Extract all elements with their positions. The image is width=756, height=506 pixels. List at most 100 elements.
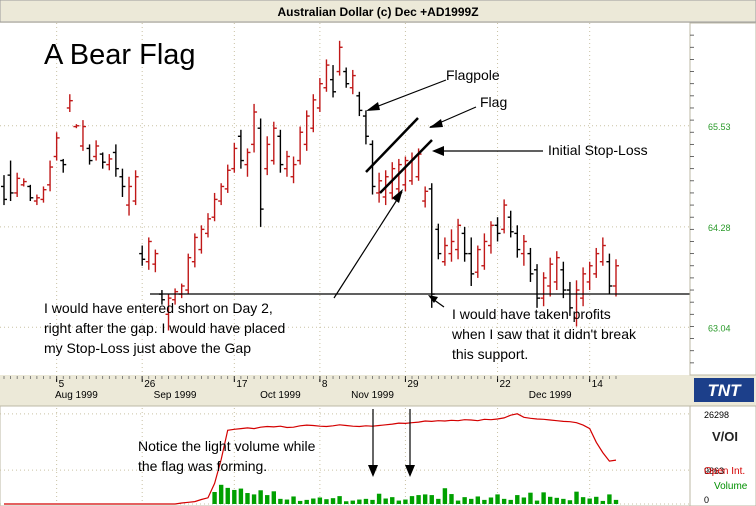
ohlc-bar [47, 160, 54, 192]
entry-note-line-1: I would have entered short on Day 2, [44, 300, 273, 316]
entry-arrow [333, 191, 403, 299]
volume-bar [594, 496, 599, 504]
volume-bar [212, 492, 217, 504]
volume-bar [416, 495, 421, 504]
ohlc-bar [152, 249, 159, 273]
flag-label: Flag [480, 94, 507, 110]
ohlc-bar [593, 247, 600, 278]
ohlc-bar [507, 210, 514, 238]
price-axis-labels: 65.53 64.28 63.04 [690, 34, 731, 364]
volume-note-line-2: the flag was forming. [138, 458, 267, 474]
ohlc-bar [139, 245, 146, 266]
ohlc-bar [93, 140, 100, 161]
chart-title: Australian Dollar (c) Dec +AD1999Z [277, 5, 478, 19]
volume-bar [278, 498, 283, 504]
volume-bar [515, 495, 520, 504]
ohlc-bar [303, 110, 310, 151]
ohlc-bar [211, 192, 218, 222]
volume-bar [488, 497, 494, 504]
ohlc-bar [79, 120, 86, 151]
date-tick-label: 14 [592, 379, 604, 390]
ohlc-bar [99, 152, 106, 169]
volume-arrowhead-2 [405, 465, 415, 477]
ohlc-bar [540, 272, 547, 307]
ohlc-bar [33, 194, 40, 206]
volume-bar [297, 500, 303, 504]
ohlc-bar [613, 259, 619, 297]
voi-label: V/OI [712, 429, 738, 444]
ohlc-bar [369, 140, 376, 195]
flag-channel-lower [379, 139, 433, 194]
ohlc-bar [205, 213, 211, 238]
ohlc-bar [185, 253, 192, 295]
volume-bar [429, 495, 434, 504]
ohlc-bar [264, 136, 271, 176]
ohlc-bar [441, 237, 448, 266]
price-tick-label: 65.53 [708, 122, 731, 132]
volume-note-line-1: Notice the light volume while [138, 438, 316, 454]
ohlc-bar [395, 158, 402, 197]
ohlc-bar [316, 78, 323, 113]
ohlc-bar [553, 251, 560, 291]
volume-bar [501, 498, 507, 504]
ohlc-bar [514, 225, 521, 258]
date-tick-label: 8 [322, 379, 328, 390]
volume-bar [521, 497, 527, 504]
ohlc-bar [520, 235, 527, 266]
volume-bar [469, 498, 474, 504]
volume-bar [436, 498, 441, 504]
volume-bar [357, 499, 362, 504]
ohlc-bar [1, 175, 7, 206]
ohlc-bar [362, 110, 369, 145]
volume-pane [0, 405, 691, 506]
volume-bars [212, 484, 619, 504]
ohlc-bar [283, 150, 290, 177]
volume-bar [482, 499, 487, 504]
ohlc-bar [244, 148, 251, 177]
date-tick-label: 17 [236, 379, 248, 390]
ohlc-bar [277, 129, 284, 173]
ohlc-bar [145, 237, 152, 270]
ohlc-bar [330, 65, 337, 98]
ohlc-bar [310, 94, 317, 133]
volume-bar [232, 489, 237, 504]
ohlc-bar [224, 164, 231, 193]
date-tick-label: 5 [59, 379, 65, 390]
volume-bar [613, 499, 619, 504]
ohlc-bar [7, 160, 14, 202]
ohlc-bar [481, 233, 488, 270]
flag-arrowhead [429, 119, 443, 128]
volume-bar [403, 499, 408, 504]
ohlc-bar [376, 172, 383, 203]
volume-bar [567, 500, 573, 504]
ohlc-bar [290, 156, 297, 184]
entry-note-line-2: right after the gap. I would have placed [44, 320, 285, 336]
ohlc-bar [323, 59, 330, 92]
volume-tick-label: 0 [704, 495, 709, 505]
volume-bar [218, 484, 224, 504]
profit-note: I would have taken profits when I saw th… [451, 306, 640, 362]
ohlc-bar [402, 156, 409, 192]
heading-text: A Bear Flag [44, 39, 196, 71]
ohlc-bar [547, 257, 554, 297]
volume-bar [238, 488, 244, 504]
volume-label: Volume [714, 481, 748, 492]
ohlc-bar [435, 223, 442, 260]
ohlc-bar [191, 233, 198, 268]
flagpole-arrow [367, 79, 447, 111]
volume-bar [350, 500, 355, 504]
volume-note: Notice the light volume while the flag w… [138, 438, 319, 474]
ohlc-bar [297, 126, 304, 165]
profit-note-line-3: this support. [452, 346, 528, 362]
volume-bar [409, 496, 415, 504]
month-label: Dec 1999 [529, 390, 572, 401]
price-tick-label: 64.28 [708, 223, 731, 233]
ohlc-bar [60, 158, 67, 173]
ohlc-bar [336, 40, 343, 76]
volume-bar [363, 498, 369, 504]
open-interest-line [4, 413, 617, 505]
price-bars [1, 40, 619, 331]
volume-bar [587, 498, 592, 504]
volume-bar [258, 490, 263, 504]
